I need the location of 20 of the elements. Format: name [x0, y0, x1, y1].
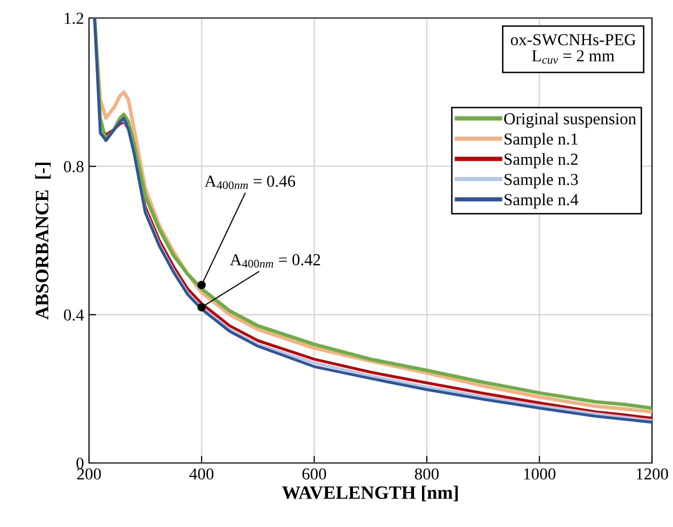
- y-tick-label: 0.4: [64, 309, 84, 321]
- legend-label: Sample n.2: [504, 153, 578, 168]
- y-tick-label: 0.8: [64, 161, 84, 172]
- annotation: ox-SWCNHs-PEG L$_{cuv}$ = 2 mm: [510, 34, 636, 64]
- y-tick-label: 0: [76, 458, 84, 469]
- x-tick-label: 800: [414, 468, 439, 480]
- legend-label: Original suspension: [504, 112, 636, 128]
- x-tick-label: 400: [189, 468, 214, 480]
- x-tick-label: 600: [302, 468, 326, 480]
- x-tick-label: 1200: [636, 468, 668, 480]
- x-tick-label: 200: [77, 468, 101, 480]
- y-axis-title: ABSORBANCE [-]: [35, 162, 51, 320]
- legend-label: Sample n.4: [504, 194, 578, 209]
- legend-label: Sample n.1: [504, 132, 578, 148]
- annotation: A$_{400nm}$ = 0.42: [230, 254, 320, 268]
- x-tick-label: 1000: [524, 468, 556, 480]
- annotation: A$_{400nm}$ = 0.46: [204, 176, 296, 190]
- x-axis-title: WAVELENGTH [nm]: [282, 486, 458, 502]
- y-tick-label: 1.2: [64, 12, 84, 24]
- legend-label: Sample n.3: [504, 173, 578, 188]
